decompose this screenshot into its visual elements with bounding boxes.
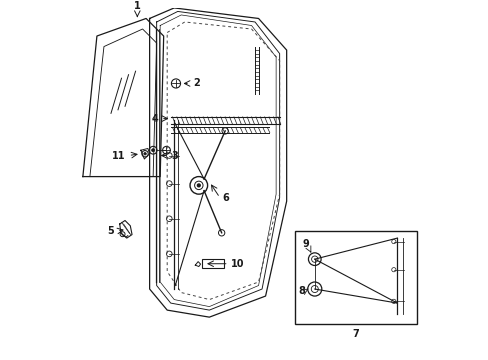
Text: 10: 10 — [231, 259, 244, 269]
Text: 3: 3 — [171, 150, 178, 161]
Text: 1: 1 — [134, 1, 141, 12]
Text: 11: 11 — [112, 150, 125, 161]
Text: 6: 6 — [222, 193, 229, 203]
Circle shape — [197, 184, 200, 187]
Circle shape — [143, 153, 146, 155]
Circle shape — [151, 149, 154, 152]
Text: 7: 7 — [352, 329, 359, 339]
Text: 9: 9 — [302, 239, 309, 249]
Text: 4: 4 — [151, 114, 158, 123]
Text: 5: 5 — [107, 226, 114, 236]
FancyBboxPatch shape — [201, 259, 224, 268]
Bar — [295, 231, 416, 324]
Text: 8: 8 — [298, 286, 305, 296]
Text: 2: 2 — [192, 78, 199, 89]
